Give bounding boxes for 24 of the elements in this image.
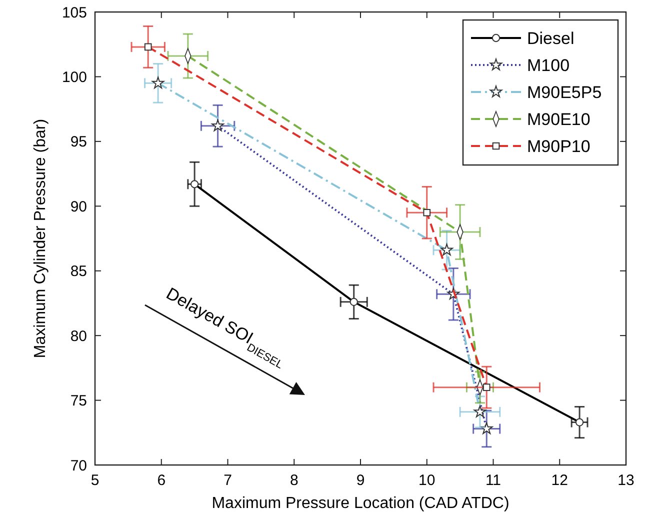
y-tick-label: 95 (70, 134, 87, 151)
x-axis-title: Maximum Pressure Location (CAD ATDC) (212, 495, 510, 512)
x-tick-label: 7 (224, 472, 232, 489)
y-tick-label: 70 (70, 457, 87, 474)
y-tick-label: 85 (70, 263, 87, 280)
x-tick-label: 11 (485, 472, 502, 489)
y-tick-label: 75 (70, 392, 87, 410)
y-tick-label: 100 (62, 68, 87, 86)
x-tick-label: 10 (418, 472, 436, 489)
y-tick-label: 80 (70, 328, 87, 345)
legend-label: M90E5P5 (527, 82, 602, 102)
x-tick-label: 9 (356, 472, 365, 489)
legend-label: M90P10 (527, 136, 590, 156)
x-tick-label: 6 (157, 472, 166, 489)
y-tick-label: 90 (70, 198, 87, 216)
x-tick-label: 13 (618, 472, 634, 489)
legend-label: Diesel (527, 28, 574, 48)
y-axis-title: Maximum Cylinder Pressure (bar) (32, 118, 49, 358)
y-tick-label: 105 (62, 4, 87, 22)
x-tick-label: 5 (90, 472, 100, 489)
legend-label: M100 (527, 56, 570, 75)
x-tick-label: 8 (290, 472, 298, 489)
legend-label: M90E10 (527, 110, 590, 129)
x-tick-label: 12 (551, 472, 568, 489)
